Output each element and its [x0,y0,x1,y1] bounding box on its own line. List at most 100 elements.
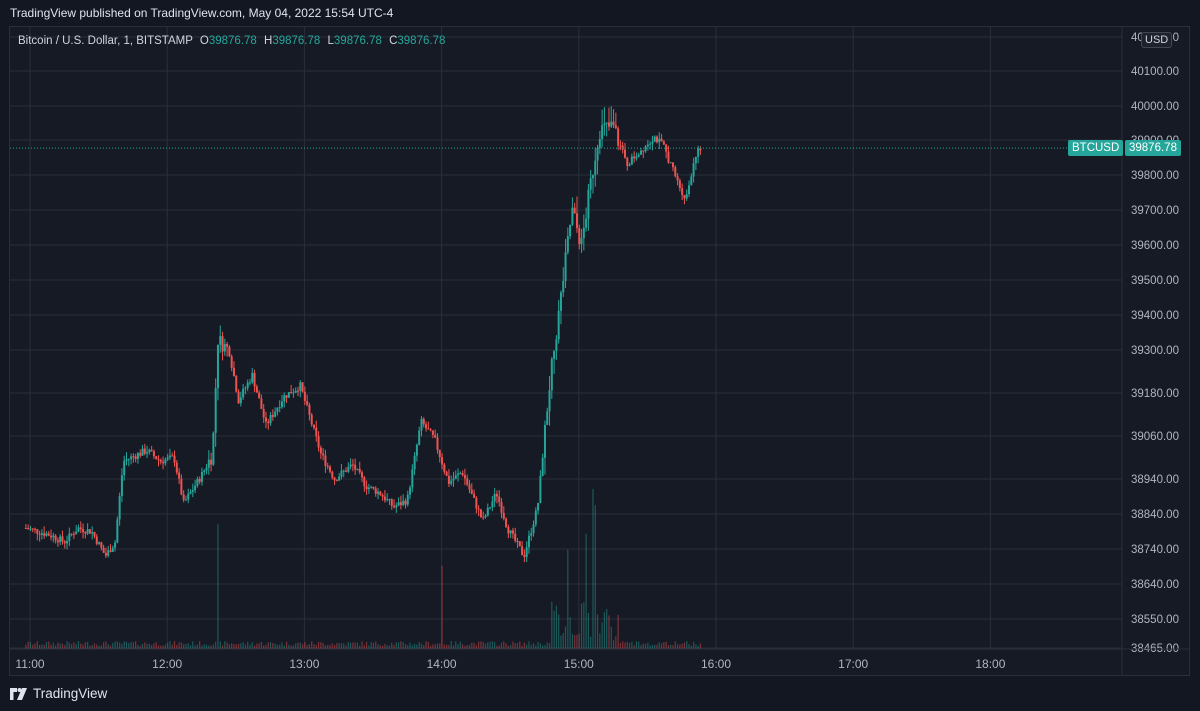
volume-bar [272,642,274,649]
candle-body [232,367,235,377]
volume-bar [221,645,224,649]
volume-bar [148,643,150,649]
candle-body [196,478,199,486]
candle-body [598,138,601,148]
candle-body [683,195,686,199]
publish-header: TradingView published on TradingView.com… [0,0,1200,26]
volume-bar [304,642,306,649]
volume-bar [457,644,459,649]
currency-badge[interactable]: USD [1141,32,1173,48]
volume-bar [519,641,521,649]
candle-body [672,162,675,168]
candle-body [187,493,190,500]
candle-body [662,141,665,145]
tradingview-logo[interactable]: TradingView [10,686,107,701]
volume-bar [244,644,247,649]
volume-bar [144,642,146,649]
candle-body [569,224,572,237]
publish-text: TradingView published on TradingView.com… [10,6,394,20]
candle-body [313,424,316,428]
volume-bar [45,642,48,649]
volume-bar [574,635,576,649]
candle-body [290,392,293,394]
volume-bar [292,645,295,649]
candle-body [150,449,153,452]
volume-bar [96,644,98,649]
candle-body [463,475,466,479]
candle-body [406,494,409,505]
candle-body [578,227,581,245]
y-tick-label: 39400.00 [1131,310,1179,322]
symbol-title[interactable]: Bitcoin / U.S. Dollar, 1, BITSTAMP [18,35,193,47]
volume-bar [443,644,445,649]
candle-body [118,496,121,520]
candle-body [699,148,702,151]
candle-body [678,180,681,189]
volume-bar [612,640,615,649]
candle-body [388,499,391,501]
candle-body [603,123,606,126]
candle-body [54,535,57,541]
candle-body [656,136,659,143]
candle-body [591,175,594,179]
candle-body [626,157,629,166]
volume-bar [224,641,226,649]
candle-body [66,540,69,544]
chart-panel[interactable] [9,26,1190,676]
volume-bar [571,633,573,649]
volume-bar [39,644,41,649]
volume-bar [475,645,477,649]
candle-body [356,468,359,470]
volume-bar [672,645,674,649]
volume-bar [125,641,128,649]
candle-body [317,436,320,448]
candle-body [452,478,455,481]
volume-bar [482,642,484,649]
candle-body [553,350,556,359]
candle-body [189,491,192,494]
candle-body [427,428,430,430]
volume-bar [50,644,52,649]
candle-body [669,162,672,164]
volume-bar [253,645,256,649]
candle-body [694,156,697,164]
candle-body [555,339,558,351]
volume-bar [388,645,391,649]
candle-body [200,472,203,482]
volume-bars [25,489,702,649]
candle-body [322,453,325,456]
volume-bar [587,613,590,649]
volume-bar [324,645,327,649]
candles[interactable] [24,106,702,563]
volume-bar [480,641,482,649]
candle-body [566,236,569,253]
candle-body [271,415,274,417]
candle-body [674,167,677,177]
candle-body [260,398,263,409]
candle-body [614,125,617,129]
candle-body [653,136,656,142]
candle-body [24,528,27,529]
volume-bar [185,643,187,649]
volume-bar [441,565,443,649]
volume-bar [681,643,683,649]
volume-bar [105,641,107,649]
footer [0,676,1200,711]
volume-bar [601,622,603,649]
volume-bar [688,644,690,649]
candle-body [88,529,91,534]
candle-body [571,207,574,225]
candle-body [358,468,361,473]
volume-bar [660,643,663,649]
volume-bar [507,645,509,649]
volume-bar [228,644,230,649]
volume-bar [180,642,182,649]
candle-body [685,194,688,199]
candle-body [395,505,398,508]
y-tick-label: 38740.00 [1131,544,1179,556]
volume-bar [535,645,537,649]
volume-bar [414,643,416,649]
volume-bar [633,645,635,649]
candle-body [573,207,576,214]
